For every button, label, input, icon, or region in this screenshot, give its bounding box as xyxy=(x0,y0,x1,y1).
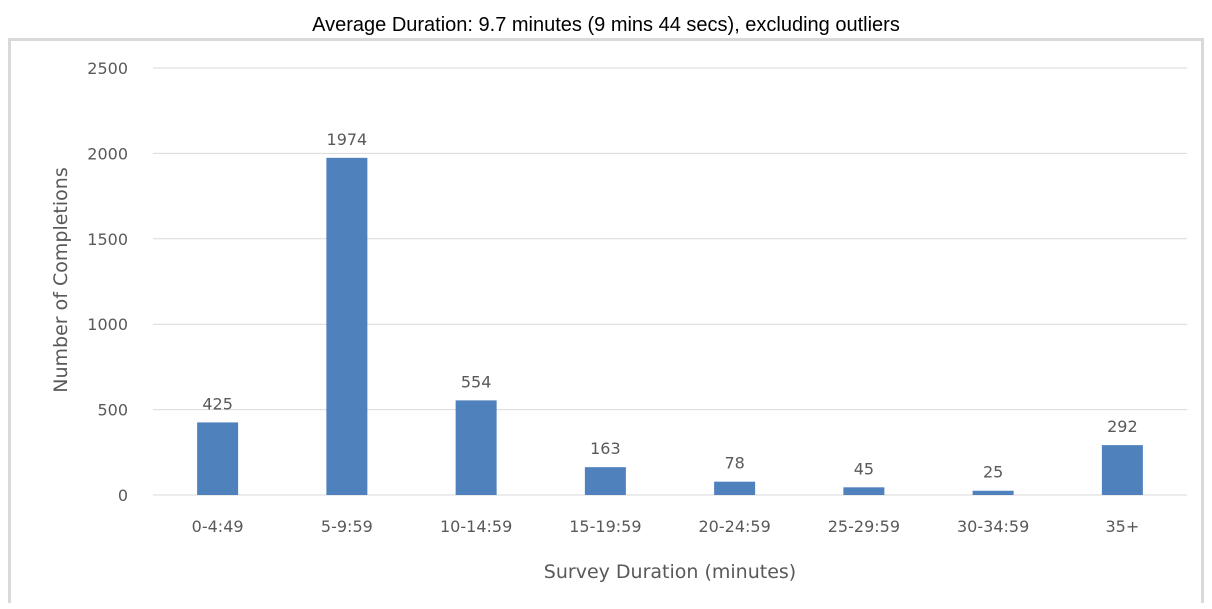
y-tick-label: 1000 xyxy=(87,315,128,334)
bar xyxy=(1101,445,1143,495)
data-label: 554 xyxy=(461,372,492,391)
bars xyxy=(197,157,1143,495)
x-tick-label: 10-14:59 xyxy=(440,517,512,536)
x-tick-label: 15-19:59 xyxy=(569,517,641,536)
x-tick-label: 35+ xyxy=(1105,517,1139,536)
chart-frame xyxy=(8,38,1204,603)
x-tick-labels: 0-4:49 5-9:59 10-14:59 15-19:59 20-24:59 25-2… xyxy=(192,517,1140,536)
data-label: 45 xyxy=(854,459,874,478)
x-tick-label: 20-24:59 xyxy=(699,517,771,536)
data-labels: 425 1974 554 163 78 45 25 292 xyxy=(202,130,1137,482)
y-tick-label: 0 xyxy=(118,486,128,505)
bar xyxy=(843,487,885,495)
x-tick-label: 5-9:59 xyxy=(321,517,373,536)
data-label: 1974 xyxy=(327,130,368,149)
y-tick-label: 2000 xyxy=(87,144,128,163)
x-axis-title: Survey Duration (minutes) xyxy=(544,561,796,583)
bar xyxy=(455,400,497,495)
data-label: 292 xyxy=(1107,417,1138,436)
x-tick-label: 0-4:49 xyxy=(192,517,244,536)
x-tick-label: 25-29:59 xyxy=(828,517,900,536)
y-axis-title: Number of Completions xyxy=(50,167,72,392)
data-label: 78 xyxy=(724,454,744,473)
y-tick-label: 500 xyxy=(97,401,128,420)
chart-title: Average Duration: 9.7 minutes (9 mins 44… xyxy=(312,14,900,36)
bar xyxy=(584,467,626,495)
data-label: 425 xyxy=(202,394,233,413)
data-label: 163 xyxy=(590,439,621,458)
data-label: 25 xyxy=(983,463,1003,482)
bar xyxy=(326,157,368,495)
y-tick-label: 1500 xyxy=(87,230,128,249)
gridlines xyxy=(153,67,1187,496)
bar xyxy=(714,481,756,495)
y-tick-labels: 0 500 1000 1500 2000 2500 xyxy=(87,59,128,505)
bar xyxy=(972,490,1014,495)
y-tick-label: 2500 xyxy=(87,59,128,78)
bar xyxy=(197,422,239,495)
x-tick-label: 30-34:59 xyxy=(957,517,1029,536)
